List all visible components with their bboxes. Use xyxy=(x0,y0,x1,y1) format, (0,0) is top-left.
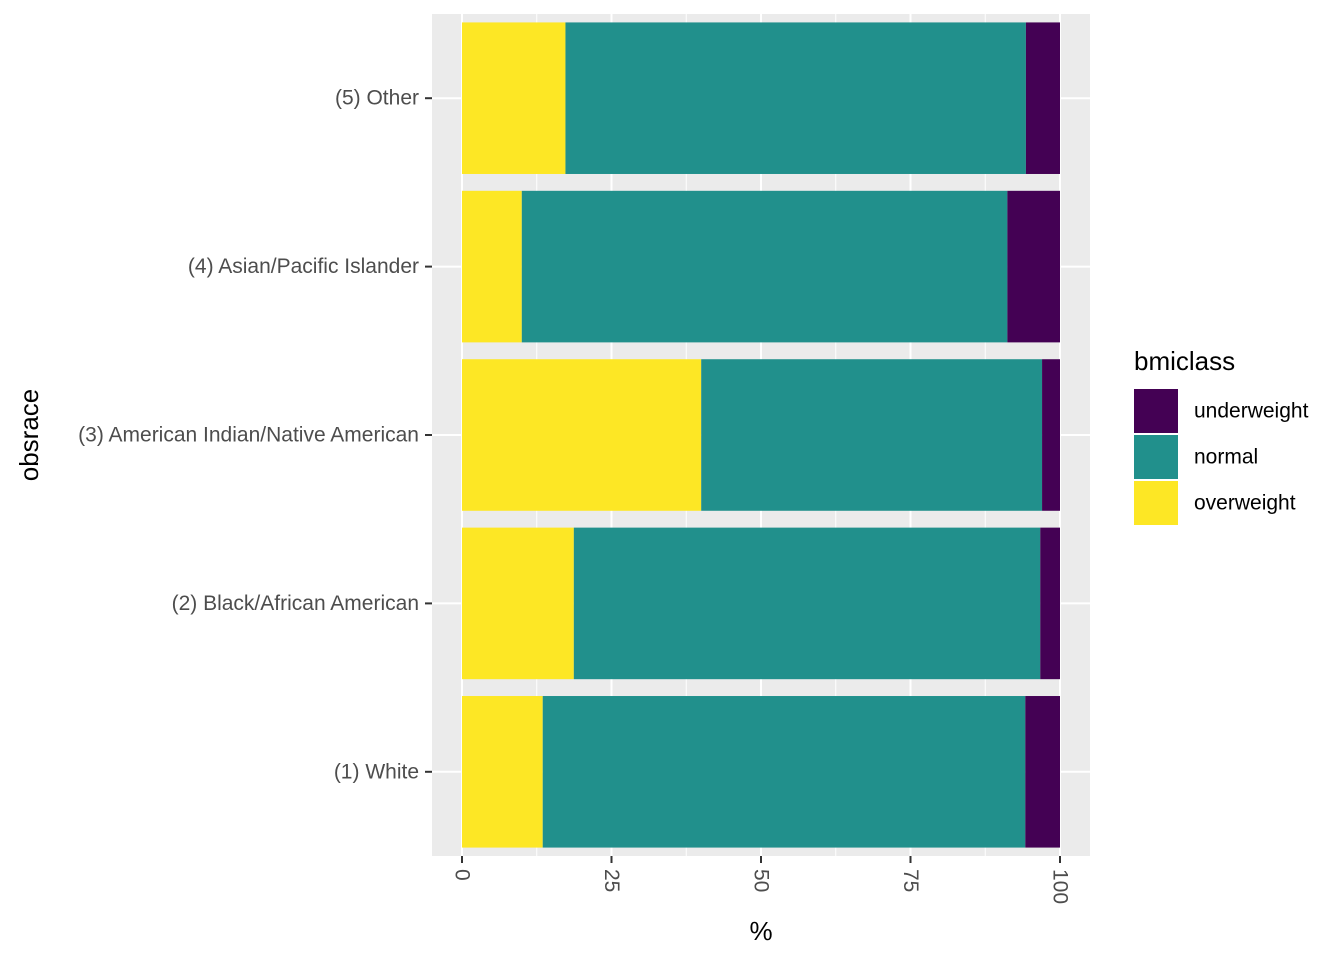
bar-normal xyxy=(542,696,1026,848)
y-tick-label: (5) Other xyxy=(335,87,419,110)
legend-label: overweight xyxy=(1194,492,1296,515)
bar-underweight xyxy=(1040,527,1060,680)
bar-overweight xyxy=(462,22,566,174)
y-tick-label: (2) Black/African American xyxy=(172,592,419,615)
bar-overweight xyxy=(462,359,702,511)
y-axis: (1) White (2) Black/African American (3) A… xyxy=(78,87,432,783)
x-tick-label: 100 xyxy=(1049,869,1072,904)
y-axis-title: obsrace xyxy=(14,389,44,482)
legend-key-underweight xyxy=(1134,389,1178,433)
bar-overweight xyxy=(462,696,543,848)
legend-key-overweight xyxy=(1134,481,1178,525)
legend: bmiclass underweight normal overweight xyxy=(1134,346,1309,525)
bar-normal xyxy=(701,359,1043,511)
bar-normal xyxy=(565,22,1026,174)
x-tick-label: 50 xyxy=(750,869,773,892)
y-tick-label: (1) White xyxy=(334,760,419,783)
bar-underweight xyxy=(1025,22,1060,174)
y-tick-label: (3) American Indian/Native American xyxy=(78,424,419,447)
bars xyxy=(462,22,1060,848)
bar-normal xyxy=(521,190,1008,343)
legend-label: underweight xyxy=(1194,400,1309,423)
legend-key-normal xyxy=(1134,435,1178,479)
bar-underweight xyxy=(1042,359,1060,511)
bar-overweight xyxy=(462,527,574,680)
x-tick-label: 25 xyxy=(600,869,623,892)
x-tick-label: 75 xyxy=(899,869,922,892)
legend-title: bmiclass xyxy=(1134,346,1235,376)
x-tick-label: 0 xyxy=(451,869,474,881)
bar-normal xyxy=(573,527,1041,680)
x-axis-title: % xyxy=(749,916,772,946)
y-tick-label: (4) Asian/Pacific Islander xyxy=(188,255,419,278)
legend-label: normal xyxy=(1194,446,1258,469)
x-axis: 0 25 50 75 100 xyxy=(451,856,1072,904)
bar-underweight xyxy=(1025,696,1060,848)
bar-overweight xyxy=(462,190,522,343)
bar-underweight xyxy=(1007,190,1060,343)
